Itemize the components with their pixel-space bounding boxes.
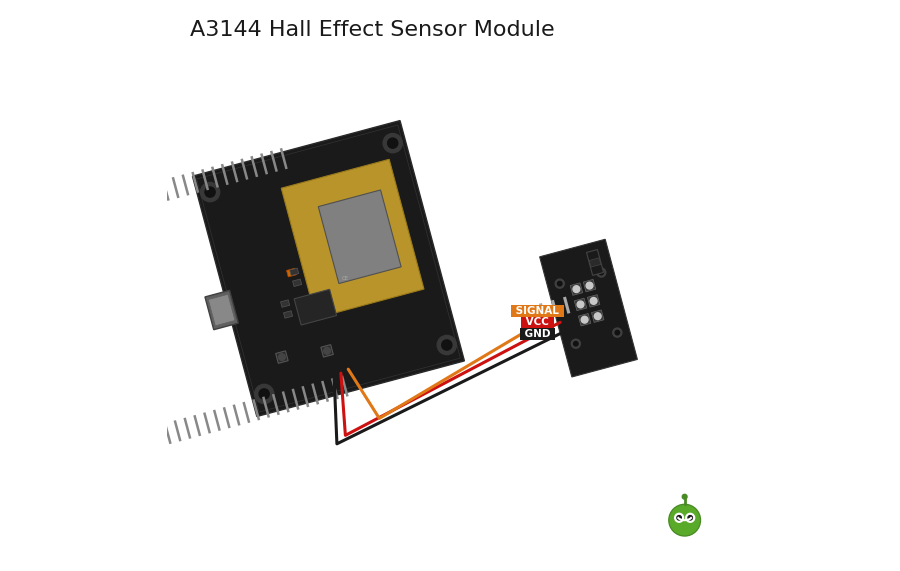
Polygon shape xyxy=(193,120,464,416)
Circle shape xyxy=(688,516,692,520)
Circle shape xyxy=(437,335,456,355)
Polygon shape xyxy=(579,313,590,326)
Circle shape xyxy=(557,282,562,286)
Circle shape xyxy=(675,513,684,522)
Circle shape xyxy=(599,270,604,275)
Polygon shape xyxy=(540,239,637,377)
Polygon shape xyxy=(320,345,333,357)
Circle shape xyxy=(670,505,699,534)
Circle shape xyxy=(442,340,452,350)
Circle shape xyxy=(669,504,700,536)
Polygon shape xyxy=(591,310,604,323)
Polygon shape xyxy=(286,268,296,277)
Circle shape xyxy=(597,268,606,277)
Polygon shape xyxy=(196,125,460,412)
Polygon shape xyxy=(281,300,290,307)
Circle shape xyxy=(677,516,681,520)
Circle shape xyxy=(686,513,695,522)
Text: A3144 Hall Effect Sensor Module: A3144 Hall Effect Sensor Module xyxy=(190,20,554,40)
Polygon shape xyxy=(574,298,587,311)
Polygon shape xyxy=(588,295,600,307)
Polygon shape xyxy=(208,294,235,326)
Circle shape xyxy=(590,297,597,304)
Polygon shape xyxy=(571,283,582,295)
Circle shape xyxy=(278,353,285,360)
Circle shape xyxy=(388,138,398,148)
Circle shape xyxy=(573,341,578,346)
Polygon shape xyxy=(587,250,604,275)
Polygon shape xyxy=(205,290,239,329)
Polygon shape xyxy=(275,351,288,363)
Polygon shape xyxy=(290,268,299,276)
Polygon shape xyxy=(583,279,596,292)
Circle shape xyxy=(577,301,584,308)
Circle shape xyxy=(555,279,564,288)
Circle shape xyxy=(205,187,215,197)
Circle shape xyxy=(201,183,220,202)
Circle shape xyxy=(572,339,580,348)
Circle shape xyxy=(613,328,622,337)
Text: VCC: VCC xyxy=(522,317,553,327)
Polygon shape xyxy=(292,279,302,287)
Circle shape xyxy=(615,331,619,335)
Polygon shape xyxy=(319,190,401,284)
Polygon shape xyxy=(284,311,292,318)
Circle shape xyxy=(573,286,580,292)
Circle shape xyxy=(586,282,593,289)
Text: GND: GND xyxy=(521,328,554,339)
Circle shape xyxy=(255,384,274,404)
Polygon shape xyxy=(294,289,337,325)
Polygon shape xyxy=(282,159,424,318)
Text: SIGNAL: SIGNAL xyxy=(512,306,562,316)
Circle shape xyxy=(324,348,330,354)
Circle shape xyxy=(682,494,687,499)
Circle shape xyxy=(383,134,402,153)
Circle shape xyxy=(581,316,588,323)
Text: CE: CE xyxy=(342,276,349,281)
Circle shape xyxy=(259,389,269,399)
Polygon shape xyxy=(590,258,601,267)
Circle shape xyxy=(594,313,601,320)
